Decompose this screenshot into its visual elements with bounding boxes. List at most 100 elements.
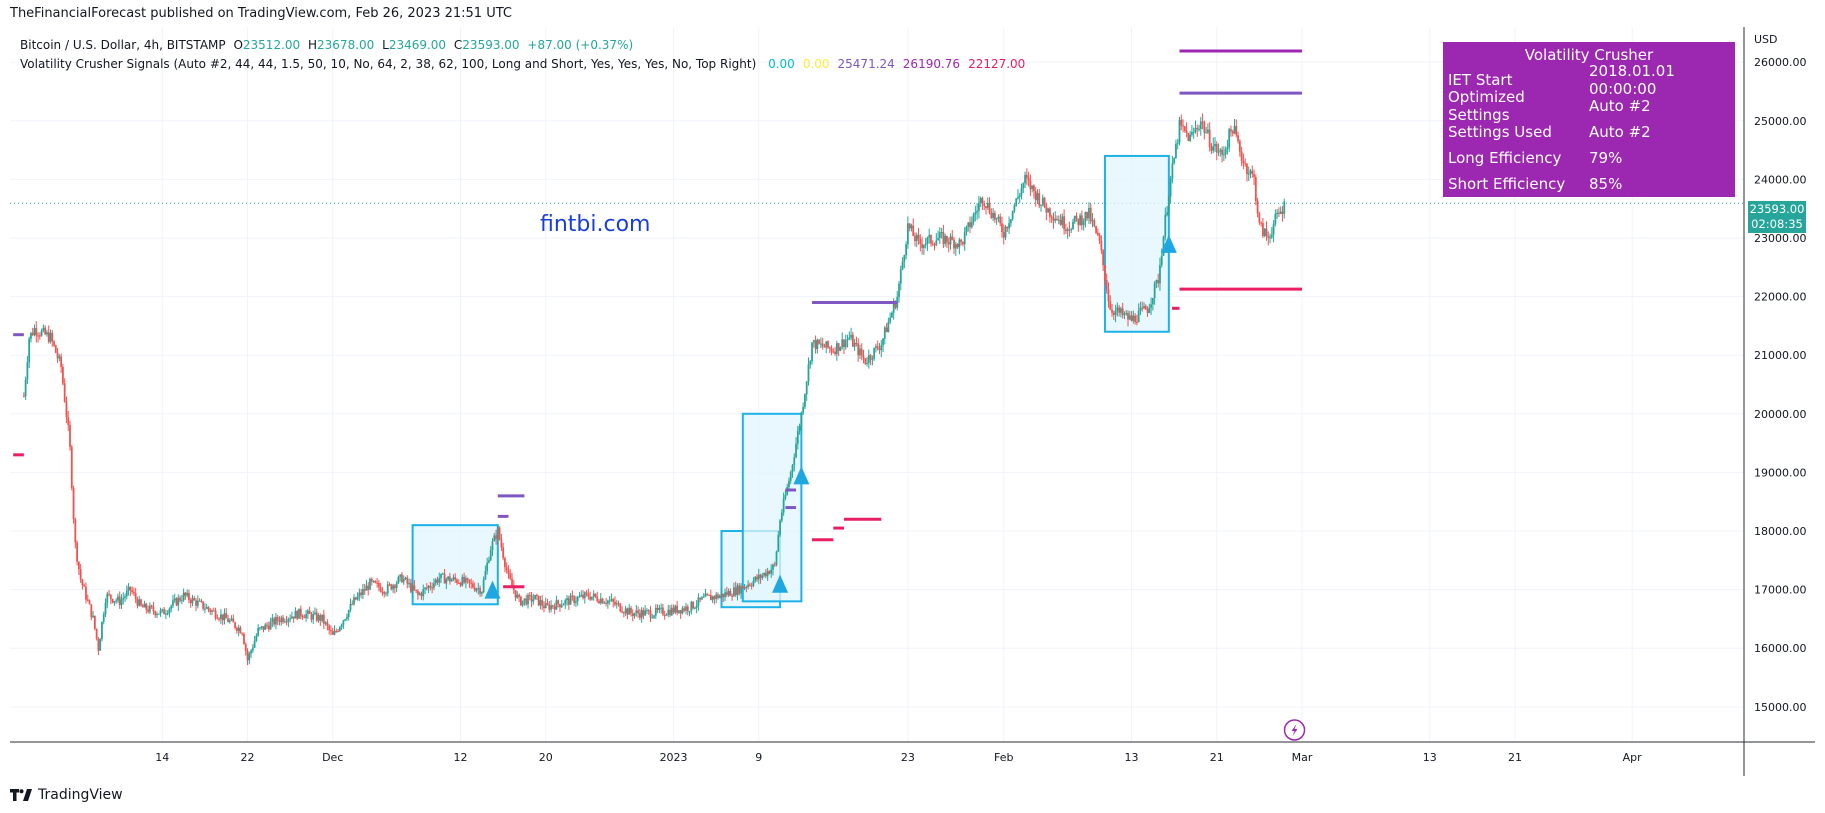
y-tick-label: 24000.00 (1754, 173, 1807, 186)
candle-body (1056, 218, 1058, 221)
price-chart[interactable]: 15000.00 16000.00 17000.00 18000.00 19000.00… (10, 27, 1815, 776)
candle-body (942, 232, 945, 244)
candle-body (223, 613, 226, 621)
candle-body (51, 332, 54, 342)
candle-body (834, 351, 837, 355)
candle-body (1175, 143, 1177, 159)
candle-body (899, 269, 902, 284)
candle-body (598, 601, 600, 604)
candle-body (962, 241, 964, 245)
candle-body (420, 593, 423, 597)
candle-body (1018, 195, 1021, 197)
candle-body (262, 626, 265, 630)
candle-body (330, 630, 332, 632)
candle-body (1137, 310, 1140, 323)
candle-body (761, 575, 764, 578)
candle-body (168, 608, 171, 614)
candle-body (74, 519, 77, 543)
candle-body (811, 342, 813, 361)
candle-body (31, 332, 34, 336)
candle-body (253, 640, 256, 648)
candle-body (278, 620, 281, 623)
candle-body (725, 592, 728, 595)
footer-brand[interactable]: TradingView (38, 787, 123, 803)
candle-body (695, 605, 698, 608)
high-label: H (308, 38, 318, 52)
candle-body (1077, 218, 1080, 225)
candle-body (1082, 221, 1085, 226)
candle-body (433, 583, 435, 588)
candle-body (1164, 214, 1167, 237)
candle-body (1086, 211, 1089, 219)
candle-body (113, 601, 116, 603)
candle-body (333, 630, 336, 635)
candle-body (550, 605, 552, 610)
candle-body (186, 592, 189, 596)
table-row-label: IET Start (1448, 71, 1513, 89)
x-tick-label: Mar (1292, 751, 1313, 764)
candle-body (1196, 128, 1199, 130)
candle-body (511, 578, 513, 586)
candle-body (1203, 122, 1206, 133)
candle-body (793, 457, 796, 466)
candle-body (399, 574, 402, 577)
symbol-name[interactable]: Bitcoin / U.S. Dollar, 4h, BITSTAMP (20, 38, 226, 52)
candle-body (486, 562, 489, 572)
candle-body (507, 570, 510, 574)
candle-body (1127, 312, 1129, 320)
candle-body (424, 587, 426, 590)
candle-body (812, 340, 815, 343)
candle-body (619, 603, 622, 612)
candle-body (257, 627, 260, 636)
candle-body (459, 583, 462, 586)
candle-body (559, 604, 561, 608)
long-signal-arrow[interactable] (1160, 234, 1177, 253)
candle-body (1199, 121, 1202, 129)
candle-body (120, 599, 123, 606)
candle-body (693, 607, 696, 609)
candle-body (855, 342, 858, 344)
candle-body (821, 343, 824, 347)
candle-body (926, 237, 929, 244)
candle-body (580, 594, 583, 597)
candle-body (1045, 206, 1048, 213)
candle-body (969, 222, 971, 228)
candle-body (1132, 315, 1135, 321)
long-signal-arrow[interactable] (484, 580, 501, 599)
candle-body (163, 609, 165, 615)
candle-body (461, 576, 464, 586)
long-signal-arrow[interactable] (772, 574, 789, 593)
candle-body (1098, 235, 1101, 241)
low-label: L (382, 38, 389, 52)
publish-info: TheFinancialForecast published on Tradin… (10, 6, 512, 21)
x-tick-label: Dec (322, 751, 343, 764)
candle-body (713, 596, 716, 600)
candle-body (740, 586, 742, 594)
candle-body (656, 607, 659, 610)
indicator-name[interactable]: Volatility Crusher Signals (Auto #2, 44,… (20, 57, 757, 71)
candle-body (773, 564, 776, 566)
candle-body (97, 638, 100, 651)
candle-body (331, 631, 334, 635)
candle-body (1064, 229, 1067, 232)
candle-body (76, 542, 79, 562)
candle-body (960, 239, 963, 242)
candle-body (504, 558, 506, 568)
volatility-box[interactable] (1103, 154, 1170, 333)
candle-body (466, 578, 469, 580)
candle-body (1009, 219, 1012, 224)
candle-body (346, 616, 348, 620)
candle-body (688, 611, 691, 613)
chart-frame[interactable]: 15000.00 16000.00 17000.00 18000.00 19000.00… (10, 27, 1815, 776)
candle-body (415, 589, 418, 592)
long-signal-arrow[interactable] (793, 466, 810, 485)
candle-body (553, 606, 556, 610)
indicator-value: 0.00 (768, 57, 795, 71)
candle-body (1112, 312, 1115, 315)
table-row-value: 85% (1589, 175, 1623, 193)
candle-body (1144, 306, 1147, 310)
candle-body (875, 346, 877, 348)
candle-body (145, 603, 148, 610)
candle-body (301, 615, 304, 618)
candle-body (1022, 183, 1025, 189)
